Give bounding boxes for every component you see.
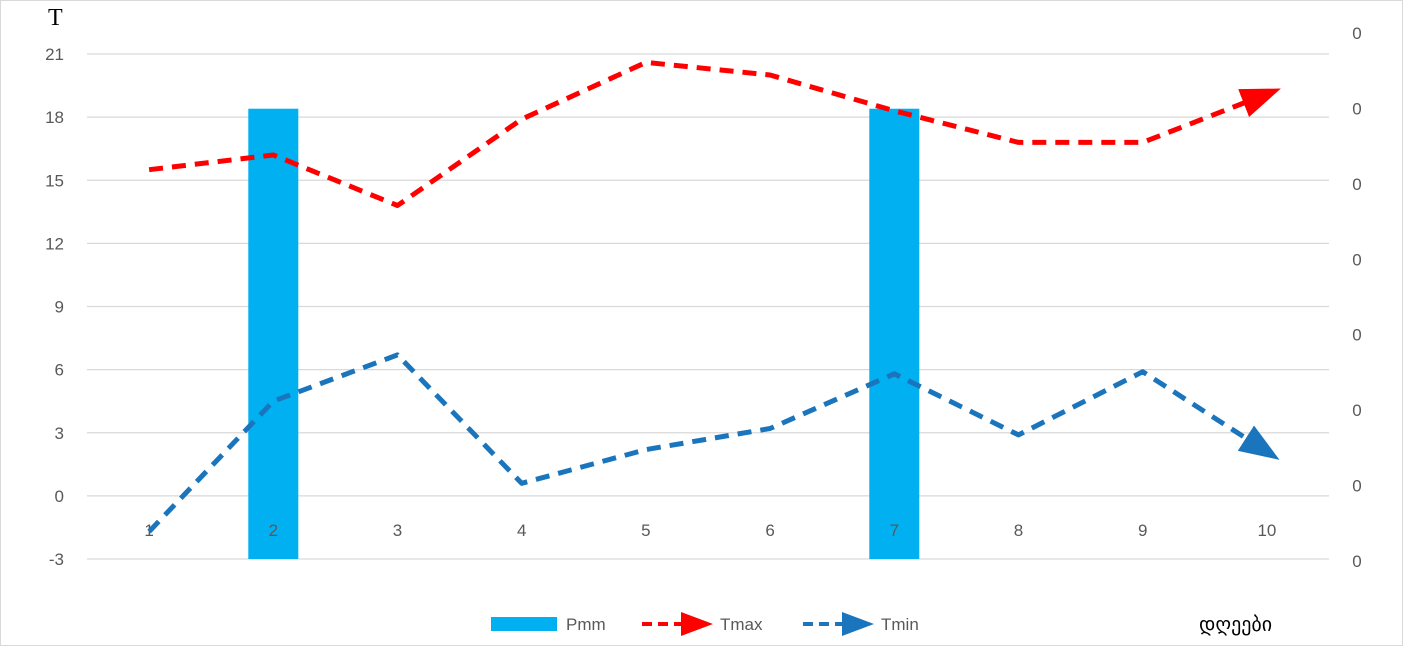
y-axis-ticks: -3 0 3 6 9 12 15 18 21 [45, 45, 64, 569]
x-tick-label: 3 [393, 521, 402, 540]
y-tick-label: 12 [45, 234, 64, 253]
secondary-y-tick-label: 0 [1352, 99, 1361, 118]
pmm-bars [248, 108, 920, 559]
secondary-y-tick-label: 0 [1352, 326, 1361, 345]
secondary-y-tick-label: 0 [1352, 175, 1361, 194]
x-tick-label: 5 [641, 521, 650, 540]
x-tick-label: 2 [269, 521, 278, 540]
legend-swatch-pmm [491, 617, 557, 631]
x-tick-label: 9 [1138, 521, 1147, 540]
temperature-lines [147, 59, 1281, 534]
y-axis-title: T [48, 5, 63, 31]
secondary-y-axis-ticks: 0 0 0 0 0 0 0 0 [1352, 24, 1361, 571]
y-tick-label: 18 [45, 108, 64, 127]
x-tick-label: 10 [1257, 521, 1276, 540]
x-axis-title: დღეები [1199, 612, 1272, 636]
y-tick-label: 15 [45, 171, 64, 190]
tmin-line [147, 352, 1280, 534]
legend-label-tmin: Tmin [881, 615, 919, 634]
x-tick-label: 8 [1014, 521, 1023, 540]
tmax-line [148, 59, 1281, 208]
y-tick-label: 9 [55, 298, 64, 317]
y-tick-label: 21 [45, 45, 64, 64]
pmm-bar [869, 108, 920, 559]
x-tick-label: 7 [890, 521, 899, 540]
pmm-bar [248, 108, 299, 559]
x-axis-ticks: 1 2 3 4 5 6 7 8 9 10 [144, 521, 1276, 540]
secondary-y-tick-label: 0 [1352, 24, 1361, 43]
secondary-y-tick-label: 0 [1352, 552, 1361, 571]
x-tick-label: 4 [517, 521, 526, 540]
legend-label-pmm: Pmm [566, 615, 606, 634]
y-tick-label: 6 [55, 361, 64, 380]
y-tick-label: 3 [55, 424, 64, 443]
secondary-y-tick-label: 0 [1352, 401, 1361, 420]
y-tick-label: -3 [49, 550, 64, 569]
y-tick-label: 0 [55, 487, 64, 506]
legend: Pmm Tmax Tmin [491, 612, 919, 636]
secondary-y-tick-label: 0 [1352, 250, 1361, 269]
legend-label-tmax: Tmax [720, 615, 763, 634]
x-tick-label: 6 [765, 521, 774, 540]
secondary-y-tick-label: 0 [1352, 477, 1361, 496]
